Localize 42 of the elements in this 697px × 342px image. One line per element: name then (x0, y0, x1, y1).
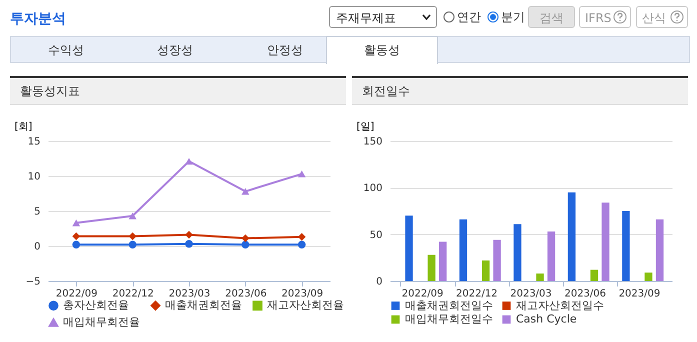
y-axis-title: [회] (14, 122, 32, 132)
chart-title: 활동성지표 (10, 78, 346, 105)
x-tick-label: 2022/12 (456, 288, 498, 300)
text: 투자분석 (10, 10, 66, 28)
x-tick-label: 2023/06 (225, 288, 267, 300)
x-tick-label: 2023/09 (282, 288, 324, 300)
y-tick-label: 50 (370, 230, 382, 241)
text: 성장성 (156, 42, 194, 59)
text: 검색 (528, 6, 575, 28)
legend-label: Cash Cycle (516, 312, 577, 326)
text: 안정성 (266, 42, 304, 59)
text: 분기 (501, 9, 525, 26)
text: 주재무제표 (336, 11, 396, 25)
chart-title: 회전일수 (352, 78, 688, 105)
legend-label: 매입채무회전일수 (405, 312, 493, 326)
legend-label: 재고자산회전율 (267, 298, 344, 312)
text: 활동성 (326, 36, 438, 64)
text: IFRS (579, 6, 631, 28)
x-tick-label: 2023/03 (168, 288, 210, 300)
legend-label: 매출채권회전율 (165, 298, 242, 312)
y-tick-label: −5 (26, 276, 40, 288)
y-tick-label: 0 (34, 242, 40, 252)
x-tick-label: 2022/09 (56, 288, 98, 300)
y-tick-label: 0 (376, 276, 382, 288)
legend-label: 매입채무회전율 (63, 316, 140, 328)
text: 산식 (636, 6, 688, 28)
x-tick-label: 2022/09 (402, 288, 444, 300)
text: 연간 (457, 9, 481, 26)
y-tick-label: 100 (363, 183, 382, 194)
y-tick-label: 10 (28, 172, 40, 182)
x-tick-label: 2022/12 (112, 288, 154, 300)
y-tick-label: 15 (28, 136, 40, 148)
y-tick-label: 150 (363, 136, 382, 148)
x-tick-label: 2023/03 (510, 288, 552, 300)
x-tick-label: 2023/06 (564, 288, 606, 300)
legend-label: 총자산회전율 (63, 298, 129, 312)
x-tick-label: 2023/09 (618, 288, 660, 300)
y-axis-title: [일] (356, 122, 374, 132)
text: 수익성 (47, 42, 85, 59)
legend-label: 재고자산회전일수 (516, 298, 604, 312)
legend-label: 매출채권회전일수 (405, 298, 493, 312)
y-tick-label: 5 (34, 206, 40, 218)
